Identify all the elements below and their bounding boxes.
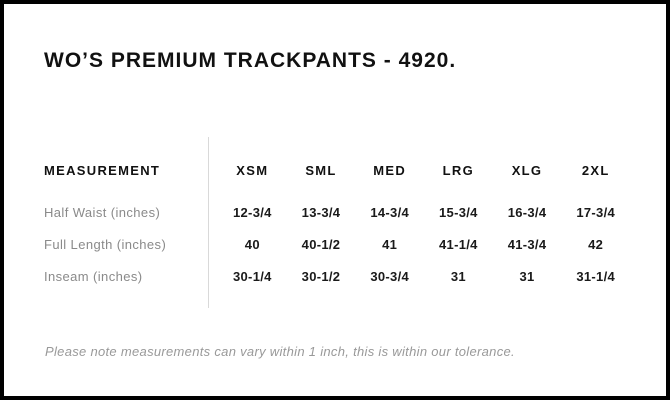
size-column-header: SML	[305, 162, 337, 178]
size-table: MEASUREMENT XSM SML MED LRG XLG 2XL Half Wais…	[44, 137, 630, 317]
measurement-value: 30-1/4	[233, 268, 272, 284]
table-row: Full Length (inches) 40 40-1/2 41 41-1/4 41-3…	[44, 228, 630, 260]
measurement-value: 41-3/4	[507, 236, 547, 252]
row-label: Half Waist (inches)	[44, 204, 161, 220]
row-values: 30-1/4 30-1/2 30-3/4 31 31 31-1/4	[208, 269, 630, 284]
measurement-value: 30-3/4	[370, 268, 410, 284]
measurement-value: 41-1/4	[439, 236, 478, 252]
size-column-header: 2XL	[581, 162, 610, 178]
row-values: 12-3/4 13-3/4 14-3/4 15-3/4 16-3/4 17-3/4	[208, 205, 630, 220]
measurement-value: 12-3/4	[233, 204, 272, 220]
measurement-value: 30-1/2	[301, 268, 341, 284]
measurement-value: 42	[588, 236, 604, 252]
row-values: 40 40-1/2 41 41-1/4 41-3/4 42	[208, 237, 630, 252]
measurement-value: 14-3/4	[370, 204, 410, 220]
row-label: Inseam (inches)	[44, 268, 143, 284]
measurement-value: 40-1/2	[301, 236, 341, 252]
measurement-value: 16-3/4	[507, 204, 547, 220]
row-label: Full Length (inches)	[44, 236, 167, 252]
measurement-value: 41	[382, 236, 398, 252]
measurement-value: 40	[244, 236, 260, 252]
size-header-cells: XSM SML MED LRG XLG 2XL	[208, 163, 630, 178]
table-header-row: MEASUREMENT XSM SML MED LRG XLG 2XL	[44, 154, 630, 186]
column-divider	[208, 137, 209, 308]
measurement-value: 31-1/4	[576, 268, 616, 284]
page-title: WO’S PREMIUM TRACKPANTS - 4920.	[44, 49, 457, 72]
measurement-value: 17-3/4	[576, 204, 616, 220]
size-column-header: XLG	[511, 162, 543, 178]
table-row: Half Waist (inches) 12-3/4 13-3/4 14-3/4 15-…	[44, 196, 630, 228]
size-column-header: LRG	[442, 162, 475, 178]
tolerance-note: Please note measurements can vary within…	[45, 344, 515, 359]
measurement-value: 13-3/4	[301, 204, 341, 220]
size-column-header: XSM	[236, 162, 269, 178]
measurement-value: 15-3/4	[439, 204, 478, 220]
size-column-header: MED	[373, 162, 407, 178]
measurement-value: 31	[519, 268, 535, 284]
table-row: Inseam (inches) 30-1/4 30-1/2 30-3/4 31 31 31-…	[44, 260, 630, 292]
measurement-column-header: MEASUREMENT	[44, 162, 161, 178]
measurement-value: 31	[450, 268, 466, 284]
